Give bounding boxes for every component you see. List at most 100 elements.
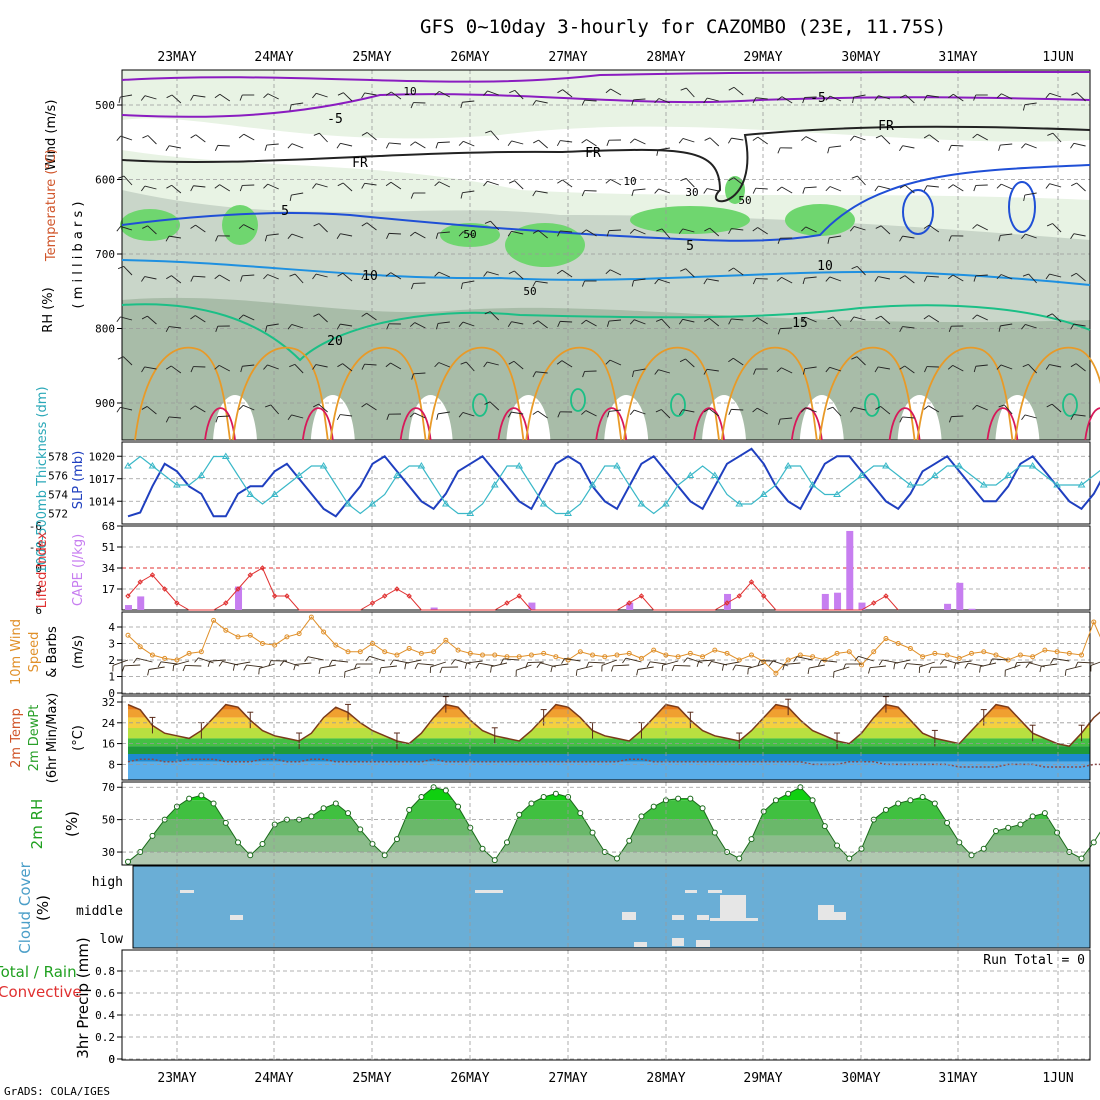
wind-barb-flag <box>728 177 735 182</box>
wind-barb <box>661 409 671 419</box>
wind-barb <box>878 276 891 280</box>
wind-barb <box>219 93 231 102</box>
wind-barb-flag <box>239 185 243 192</box>
wind-barb <box>136 657 153 663</box>
wind-barb-flag <box>436 323 439 330</box>
top-date-label: 1JUN <box>1042 50 1073 65</box>
wind-barb-flag <box>166 184 172 189</box>
thickness-point <box>759 490 768 497</box>
wind-barb <box>685 358 695 368</box>
wind-barb <box>414 322 426 329</box>
wind-barb-flag <box>678 319 684 325</box>
wind-barb <box>503 658 520 661</box>
wind-barb-flag <box>605 359 611 365</box>
wind-barb <box>217 144 230 147</box>
wind-barb-flag <box>752 136 759 141</box>
wind-barb-flag <box>1070 272 1077 277</box>
wind-speed-point <box>162 655 168 661</box>
wind-speed-point <box>125 632 131 638</box>
wind-barb <box>992 658 1009 661</box>
wind-barb <box>538 230 548 239</box>
wind-barb <box>609 359 622 366</box>
temp-contour-15 <box>121 303 1091 362</box>
rh-moist-blob <box>120 209 180 241</box>
wind-barb-flag <box>532 230 539 234</box>
wind-barb-flag <box>581 319 587 325</box>
wind-barb-flag <box>116 226 121 232</box>
wind-barb-flag <box>509 89 516 94</box>
wind-barb <box>169 145 181 149</box>
wind-barb <box>829 276 842 282</box>
wind-barb <box>486 361 499 366</box>
wind-barb <box>687 657 703 664</box>
slp-label: SLP (mb) <box>71 451 86 510</box>
wind-barb <box>266 323 279 327</box>
wind-barb <box>880 225 891 235</box>
temp-contour-20 <box>427 346 525 441</box>
wind-barb-flag <box>337 363 343 368</box>
cross-section-frame <box>121 69 1091 441</box>
wind-barb-flag <box>336 143 341 149</box>
wind-speed-point <box>614 652 620 658</box>
wind-barb-flag <box>777 238 781 244</box>
wind-speed-point <box>247 632 253 638</box>
wind-barb <box>307 656 324 661</box>
wind-barb <box>511 230 524 235</box>
wind-barb <box>120 135 133 141</box>
wind-barb <box>856 356 866 366</box>
wind-barb <box>967 662 984 667</box>
wind-barb <box>658 369 671 374</box>
wind-barb <box>437 141 450 144</box>
wind-barb-flag <box>605 88 611 94</box>
wind-barb <box>267 183 279 190</box>
wind-barb-flag <box>875 135 882 139</box>
wind-barb <box>610 178 622 186</box>
temp-contour-label: 10 <box>362 269 378 284</box>
wind-barb <box>219 274 231 282</box>
wind-label: Wind (m/s) <box>44 100 59 171</box>
dewpt2m-label: 2m DewPt <box>27 705 42 772</box>
wind-speed-point <box>1079 652 1085 658</box>
wind-barb <box>781 96 793 104</box>
wind-barb <box>332 659 349 663</box>
wind-barb-flag <box>1022 104 1026 111</box>
wind-barb-flag <box>190 405 196 410</box>
wind-barb-flag <box>776 96 783 101</box>
wind-speed-point <box>590 652 596 658</box>
wind-barb-flag <box>507 140 512 146</box>
wind-barb <box>976 404 988 411</box>
temp-contour-15-loop <box>670 393 686 417</box>
wind-barb <box>708 408 720 417</box>
y-tick-label: 16 <box>102 738 115 751</box>
wind-barb <box>439 90 451 98</box>
cloud-units-label: (%) <box>34 895 52 921</box>
wind-barb <box>829 235 842 239</box>
wind-barb <box>805 407 817 413</box>
wind-barb <box>756 407 768 415</box>
thickness-point <box>637 500 646 507</box>
cloud-block <box>180 890 194 893</box>
wind-barb-flag <box>964 662 969 669</box>
y-tick-label: 34 <box>102 562 116 575</box>
wind-barb-flag <box>214 365 220 370</box>
wind-barb <box>1051 403 1062 413</box>
temp-contour-25 <box>595 407 628 441</box>
wind-barb-flag <box>827 147 830 154</box>
thickness-point <box>784 462 793 469</box>
temp-contour-20 <box>916 346 1014 441</box>
rh-point <box>222 819 229 826</box>
wind-barb-flag <box>532 190 537 197</box>
wind-barb-flag <box>757 660 761 667</box>
wind-barb <box>634 319 646 325</box>
wind-barb <box>463 140 475 147</box>
wind-barb-flag <box>622 657 627 664</box>
wind-barb-flag <box>215 326 219 332</box>
wind-speed-point <box>932 650 938 656</box>
rh-point <box>393 836 400 843</box>
wind-barb-flag <box>696 660 700 667</box>
wind-barb-flag <box>728 86 735 91</box>
wind-barb <box>706 188 719 192</box>
temp-contour-5-loop <box>1008 181 1036 233</box>
wind-barb <box>562 179 573 188</box>
wind-barb-flag <box>1045 93 1051 99</box>
